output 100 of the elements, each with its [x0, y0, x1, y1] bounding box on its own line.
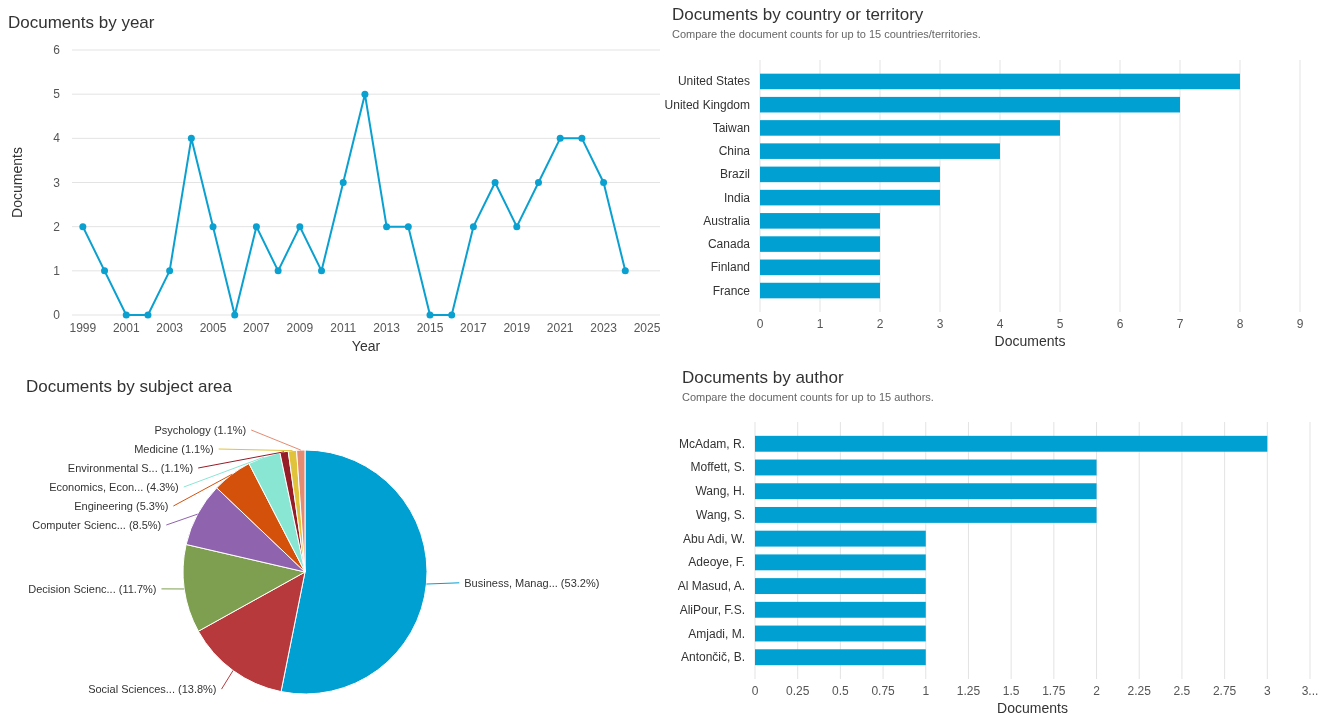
point	[79, 223, 87, 231]
x-tick-label: 2021	[546, 321, 574, 335]
point	[187, 134, 195, 142]
slice-label: Economics, Econ... (4.3%)	[49, 481, 179, 493]
x-tick-label: 1999	[69, 321, 97, 335]
bar	[760, 282, 880, 299]
x-tick-label: 2	[1093, 684, 1101, 698]
x-tick-label: 2015	[416, 321, 444, 335]
x-tick-label: 3...	[1301, 684, 1319, 698]
x-tick-label: 1	[922, 684, 930, 698]
point	[556, 134, 564, 142]
x-axis-title: Documents	[997, 700, 1068, 713]
x-tick-label: 6	[1116, 317, 1124, 331]
slice-label: Business, Manag... (53.2%)	[464, 576, 600, 589]
y-tick-label: McAdam, R.	[678, 436, 745, 451]
x-tick-label: 7	[1176, 317, 1184, 331]
y-tick-label: France	[712, 283, 751, 298]
y-tick-label: 2	[53, 219, 61, 234]
x-tick-label: 2019	[503, 321, 531, 335]
y-tick-label: United Kingdom	[664, 97, 750, 112]
point	[578, 134, 586, 142]
y-axis-title: Documents	[9, 147, 25, 218]
y-tick-label: Moffett, S.	[690, 460, 745, 475]
slice-label: Psychology (1.1%)	[154, 424, 247, 436]
bar	[755, 601, 926, 618]
x-tick-label: 0.25	[786, 684, 810, 698]
x-tick-label: 2001	[112, 321, 140, 335]
point	[144, 311, 152, 319]
y-tick-label: Adeoye, F.	[688, 555, 745, 570]
bar	[760, 189, 940, 206]
point	[404, 223, 412, 231]
y-tick-label: Wang, H.	[695, 484, 745, 499]
y-tick-label: Finland	[710, 260, 750, 275]
y-tick-label: Brazil	[719, 167, 750, 182]
chart-subtitle: Compare the document counts for up to 15 authors.	[682, 391, 934, 403]
y-tick-label: Wang, S.	[696, 507, 745, 522]
bar	[760, 96, 1180, 113]
x-tick-label: 1.75	[1042, 684, 1066, 698]
chart-title: Documents by country or territory	[672, 5, 924, 24]
x-tick-label: 1.5	[1002, 684, 1020, 698]
bar	[755, 625, 926, 642]
bar	[755, 459, 1097, 476]
x-tick-label: 8	[1236, 317, 1244, 331]
bar	[755, 530, 926, 547]
y-tick-label: AliPour, F.S.	[679, 602, 745, 617]
x-axis-title: Documents	[994, 333, 1066, 349]
x-tick-label: 2003	[156, 321, 184, 335]
y-tick-label: 0	[53, 308, 61, 322]
x-axis-title: Year	[351, 338, 381, 354]
y-tick-label: 4	[53, 131, 61, 146]
y-tick-label: 3	[53, 175, 61, 190]
y-tick-label: 5	[53, 87, 61, 102]
bar	[755, 435, 1268, 452]
x-tick-label: 0.75	[871, 684, 896, 698]
point	[426, 311, 434, 319]
x-tick-label: 4	[996, 317, 1004, 331]
point	[209, 223, 217, 231]
chart-title: Documents by author	[682, 368, 844, 387]
point	[621, 267, 629, 275]
point	[491, 179, 499, 186]
bar	[755, 506, 1097, 523]
bar	[760, 236, 880, 252]
point	[296, 223, 304, 231]
bar	[755, 483, 1097, 500]
y-tick-label: China	[718, 144, 751, 159]
y-tick-label: 6	[53, 43, 61, 57]
point	[339, 179, 347, 186]
point	[600, 179, 608, 186]
bar	[760, 143, 1000, 159]
y-tick-label: Australia	[703, 213, 751, 228]
x-tick-label: 9	[1296, 317, 1304, 331]
bar	[755, 554, 926, 571]
x-tick-label: 2005	[199, 321, 227, 335]
bar	[760, 166, 940, 183]
point	[513, 223, 521, 231]
bar	[760, 213, 880, 229]
x-tick-label: 2.75	[1212, 684, 1237, 698]
x-tick-label: 2	[876, 317, 884, 331]
y-tick-label: Amjadi, M.	[688, 626, 745, 641]
chart-title: Documents by subject area	[26, 377, 233, 396]
point	[122, 311, 130, 319]
x-tick-label: 1.25	[956, 684, 981, 698]
x-tick-label: 0	[756, 317, 764, 331]
x-tick-label: 2.5	[1173, 684, 1191, 698]
point	[534, 179, 542, 186]
slice-label: Medicine (1.1%)	[134, 443, 214, 455]
point	[383, 223, 391, 231]
x-tick-label: 2013	[373, 321, 401, 335]
y-tick-label: Canada	[707, 237, 751, 252]
x-tick-label: 1	[816, 317, 824, 331]
bar	[755, 649, 926, 666]
point	[252, 223, 260, 231]
bar	[760, 73, 1240, 90]
chart-subtitle: Compare the document counts for up to 15 countries/territories.	[672, 28, 981, 40]
chart-title: Documents by year	[8, 13, 155, 32]
y-tick-label: United States	[677, 74, 750, 89]
y-tick-label: India	[723, 190, 751, 205]
point	[318, 267, 326, 275]
x-tick-label: 3	[1263, 684, 1271, 698]
y-tick-label: Al Masud, A.	[677, 579, 745, 594]
